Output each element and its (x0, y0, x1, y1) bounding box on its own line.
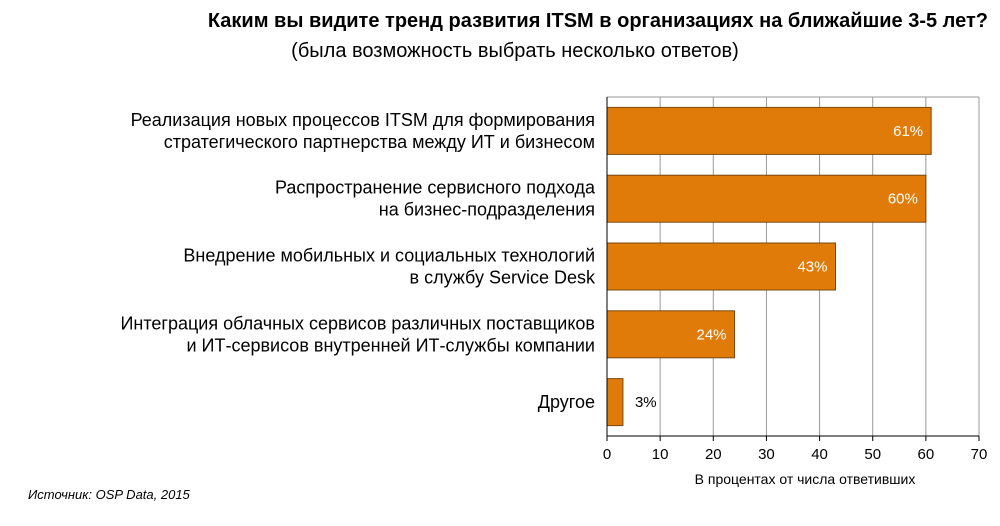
category-label: в службу Service Desk (410, 268, 596, 288)
bar-value-label: 60% (888, 191, 918, 208)
bar-value-label: 43% (797, 259, 827, 276)
bar (606, 310, 736, 359)
x-tick-label: 20 (705, 446, 722, 463)
x-tick-label: 40 (811, 446, 828, 463)
bar-value-label: 61% (893, 123, 923, 140)
x-tick-label: 60 (918, 446, 935, 463)
bar (606, 174, 927, 223)
chart-title: Каким вы видите тренд развития ITSM в ор… (207, 10, 988, 32)
x-tick-label: 10 (652, 446, 669, 463)
category-label: и ИТ-сервисов внутренней ИТ-службы компа… (186, 335, 595, 355)
category-label: стратегического партнерства между ИТ и б… (164, 132, 595, 152)
category-label: Интеграция облачных сервисов различных п… (120, 313, 595, 333)
category-label: на бизнес-подразделения (379, 200, 595, 220)
category-label: Распространение сервисного подхода (275, 178, 596, 198)
x-tick-label: 0 (603, 446, 611, 463)
bar (606, 242, 837, 291)
x-tick-label: 30 (758, 446, 775, 463)
category-label: Реализация новых процессов ITSM для форм… (131, 110, 595, 130)
chart-subtitle: (была возможность выбрать несколько отве… (291, 40, 739, 62)
category-label: Внедрение мобильных и социальных техноло… (183, 246, 595, 266)
bar (606, 106, 932, 155)
bar-value-label: 24% (697, 326, 727, 343)
bar (606, 378, 624, 427)
category-label: Другое (538, 392, 595, 412)
x-axis-label: В процентах от числа ответивших (695, 471, 916, 487)
bar-value-label: 3% (635, 394, 657, 411)
x-tick-label: 50 (864, 446, 881, 463)
source-note: Источник: OSP Data, 2015 (28, 487, 190, 502)
x-tick-label: 70 (971, 446, 988, 463)
